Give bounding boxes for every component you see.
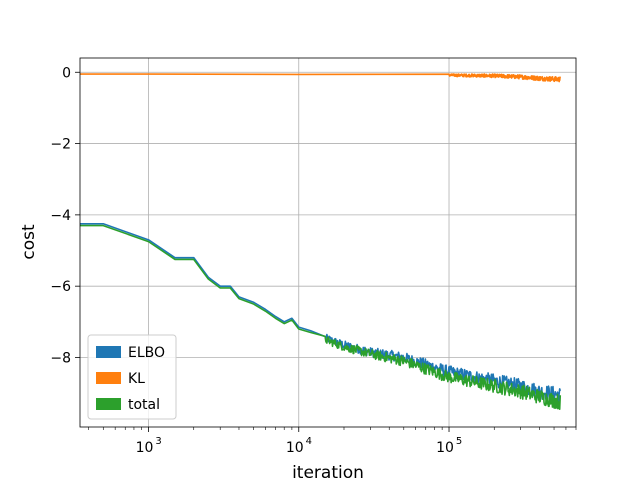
plot-frame [79, 57, 577, 428]
x-axis-label: iteration [292, 463, 364, 480]
plot-lines [80, 73, 562, 411]
y-tick-label: 0 [62, 65, 71, 81]
series-line-kl [80, 73, 562, 83]
x-tick-label: 10 [136, 440, 154, 456]
x-tick-exponent: 3 [155, 436, 161, 447]
legend-label-total: total [128, 397, 160, 413]
x-tick-label: 10 [436, 440, 454, 456]
x-tick-exponent: 5 [456, 436, 462, 447]
legend: ELBO KL total [87, 334, 177, 420]
legend-label-kl: KL [128, 371, 145, 387]
legend-swatch-total [96, 398, 121, 410]
y-tick-label: −8 [50, 350, 71, 366]
series-line-total [80, 224, 562, 411]
x-tick-label: 10 [286, 440, 304, 456]
y-tick-label: −6 [50, 279, 71, 295]
y-tick-label: −4 [50, 208, 71, 224]
y-axis-label: cost [19, 224, 39, 260]
legend-swatch-elbo [96, 346, 121, 358]
axis-ticks: 10 3 10 4 10 50−2−4−6−8 [50, 65, 577, 456]
x-tick-exponent: 4 [306, 436, 312, 447]
y-tick-label: −2 [50, 137, 71, 153]
legend-swatch-kl [96, 372, 121, 384]
legend-label-elbo: ELBO [128, 345, 165, 361]
